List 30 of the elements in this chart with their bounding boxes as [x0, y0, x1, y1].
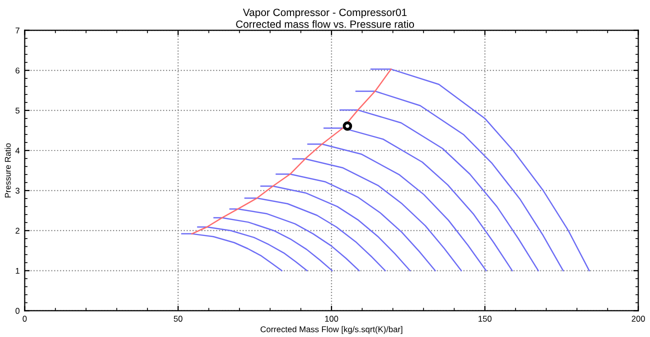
x-axis-title: Corrected Mass Flow [kg/s.sqrt(K)/bar] — [260, 326, 402, 334]
y-tick-label: 4 — [15, 148, 20, 154]
line-series — [339, 109, 539, 272]
y-tick-label: 7 — [16, 28, 20, 34]
y-tick-label: 6 — [16, 68, 20, 74]
line-series — [213, 217, 333, 272]
line-series — [260, 186, 411, 272]
line-series — [229, 208, 360, 272]
chart-subtitle: Corrected mass flow vs. Pressure ratio — [236, 20, 414, 28]
y-tick-label: 3 — [16, 188, 20, 194]
x-tick-label: 50 — [174, 316, 182, 322]
line-series — [244, 198, 386, 272]
y-axis-title: Pressure Ratio — [4, 143, 11, 198]
x-tick-label: 150 — [478, 316, 492, 322]
y-tick-label: 1 — [16, 268, 20, 274]
x-tick-label: 100 — [325, 316, 338, 322]
x-tick-label: 0 — [22, 316, 27, 322]
line-series — [191, 68, 392, 234]
y-tick-label: 5 — [16, 108, 20, 114]
x-tick-label: 200 — [632, 316, 645, 322]
line-series — [292, 158, 462, 272]
chart-title: Vapor Compressor - Compressor01 — [242, 8, 407, 18]
line-series — [355, 90, 564, 272]
line-series — [181, 233, 282, 272]
line-series — [370, 68, 590, 272]
line-series — [307, 143, 487, 272]
y-tick-label: 2 — [16, 228, 20, 234]
y-tick-label: 0 — [16, 308, 20, 314]
line-series — [197, 226, 308, 272]
line-series — [276, 174, 436, 272]
